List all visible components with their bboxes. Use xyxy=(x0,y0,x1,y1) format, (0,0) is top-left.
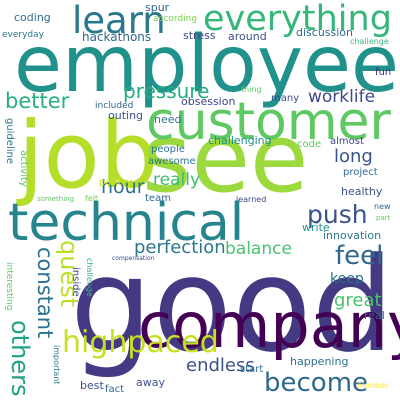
word-feel: feel xyxy=(335,241,384,271)
word-fact: fact xyxy=(105,384,125,395)
word-become: become xyxy=(264,368,369,398)
word-good: good xyxy=(70,229,395,381)
word-balance: balance xyxy=(225,239,292,259)
word-company: company xyxy=(138,289,400,362)
word-everything: everything xyxy=(203,0,392,39)
word-team: team xyxy=(145,193,171,204)
word-employee: employee xyxy=(14,20,400,110)
word-challenge: challenge xyxy=(350,37,389,46)
word-quest: quest xyxy=(55,240,83,308)
word-innovation: innovation xyxy=(323,229,382,242)
word-around: around xyxy=(228,30,267,43)
word-learn: learn xyxy=(72,0,166,42)
word-many: many xyxy=(271,93,300,104)
word-project: project xyxy=(343,167,378,178)
word-everyday: everyday xyxy=(2,30,44,40)
word-happening: happening xyxy=(290,355,349,368)
word-keep: keep xyxy=(330,271,364,287)
word-learned: learned xyxy=(236,195,267,204)
word-discussion: discussion xyxy=(296,26,354,39)
word-hackathons: hackathons xyxy=(82,30,152,44)
word-outing: outing xyxy=(108,109,144,122)
word-real: real xyxy=(364,309,385,322)
word-worklife: worklife xyxy=(308,87,376,107)
word-something: something xyxy=(37,195,75,203)
word-people: people xyxy=(151,144,185,155)
word-obsession: obsession xyxy=(181,95,236,108)
word-technical: technical xyxy=(8,193,245,253)
word-important: important xyxy=(52,345,61,385)
word-customer: customer xyxy=(146,92,391,152)
word-part: part xyxy=(376,214,391,222)
word-write: write xyxy=(302,221,330,234)
word-fair: fair xyxy=(182,339,194,347)
word-awesome: awesome xyxy=(148,156,196,167)
word-job: job xyxy=(18,102,159,209)
word-healthy: healthy xyxy=(341,185,383,198)
word-need: need xyxy=(154,113,182,126)
word-coding: coding xyxy=(14,11,51,24)
word-activity: activity xyxy=(18,150,29,187)
word-endless: endless xyxy=(186,355,255,376)
word-constant: constant xyxy=(33,247,57,339)
word-pressure: pressure xyxy=(123,79,210,103)
word-according: according xyxy=(153,14,198,24)
word-felt: felt xyxy=(85,194,99,203)
word-long: long xyxy=(334,146,373,167)
word-great: great xyxy=(334,290,382,311)
word-interesting: interesting xyxy=(4,262,14,311)
word-thing: thing xyxy=(241,85,262,94)
word-new: new xyxy=(374,202,391,211)
word-push: push xyxy=(307,200,368,229)
word-see: see xyxy=(142,104,309,214)
word-others: others xyxy=(6,320,34,397)
word-almost: almost xyxy=(330,136,364,147)
word-start: start xyxy=(240,364,264,375)
word-hour: hour xyxy=(101,176,145,198)
word-perfection: perfection xyxy=(134,237,226,258)
word-away: away xyxy=(136,376,165,389)
word-inside: inside xyxy=(70,267,81,297)
word-pantry: pantry xyxy=(99,177,132,188)
word-code: code xyxy=(297,139,322,150)
word-stress: stress xyxy=(183,29,216,42)
word-guideline: guideline xyxy=(4,118,15,165)
word-number: number xyxy=(357,381,389,390)
word-better: better xyxy=(5,89,70,113)
word-included: included xyxy=(95,101,134,111)
word-compensation: compensation xyxy=(112,255,155,262)
word-spur: spur xyxy=(145,1,170,14)
word-highpaced: highpaced xyxy=(62,325,219,360)
word-fun: fun xyxy=(375,67,392,78)
word-best: best xyxy=(80,379,104,392)
word-challenging: challenging xyxy=(208,134,272,147)
word-challenge-vertical: challenge xyxy=(85,258,94,297)
word-really: really xyxy=(153,170,200,190)
